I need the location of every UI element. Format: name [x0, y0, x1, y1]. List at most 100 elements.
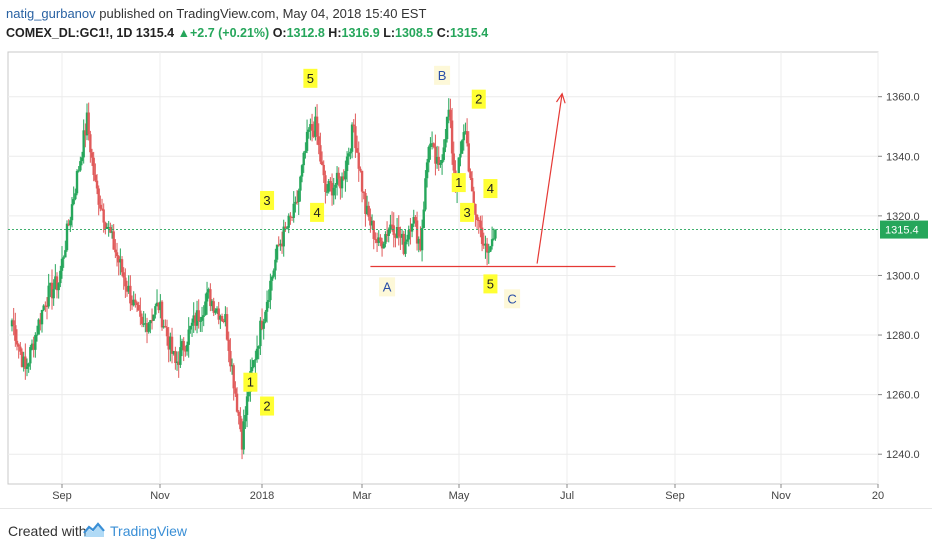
candle-body [142, 323, 145, 325]
candle-body [134, 299, 137, 303]
candle-body [144, 323, 147, 325]
candle-body [294, 201, 297, 204]
candle-body [389, 224, 392, 230]
candle-body [230, 365, 234, 367]
candle-body [109, 226, 112, 233]
candle-body [347, 153, 350, 157]
candle-body [55, 276, 59, 291]
high-value: 1316.9 [341, 26, 380, 40]
candle-body [284, 226, 287, 228]
candle-body [197, 310, 200, 322]
candle-body [307, 129, 310, 132]
candle-body [287, 215, 290, 228]
wave-label-bg [260, 190, 275, 210]
candle-body [402, 233, 405, 254]
candle-body [32, 343, 35, 350]
tradingview-brand[interactable]: TradingView [110, 523, 188, 539]
candle-body [447, 109, 450, 117]
candle-body [335, 172, 339, 185]
candle-body [35, 334, 39, 336]
candle-body [167, 336, 170, 350]
candle-body [334, 184, 337, 188]
created-with-text: Created with [8, 523, 87, 539]
author-link[interactable]: natig_gurbanov [6, 6, 96, 21]
candle-body [300, 165, 304, 177]
candle-body [310, 124, 314, 131]
candle-body [97, 188, 100, 205]
candle-body [332, 187, 335, 196]
low-value: 1308.5 [395, 26, 434, 40]
candle-body [444, 139, 447, 148]
candle-body [57, 283, 60, 291]
candle-body [379, 237, 382, 242]
candle-body [399, 236, 402, 238]
candle-body [387, 229, 390, 236]
wave-label: 3 [463, 205, 470, 220]
candle-body [305, 131, 309, 151]
candle-body [302, 152, 305, 166]
candle-body [330, 182, 334, 196]
candle-body [245, 396, 249, 415]
candle-body [462, 132, 465, 141]
candle-body [25, 366, 29, 369]
candle-body [239, 415, 242, 430]
candle-body [225, 314, 229, 340]
y-tick-label: 1340.0 [886, 151, 920, 163]
candle-body [209, 289, 212, 307]
candle-body [320, 161, 324, 165]
plot-area[interactable] [7, 51, 879, 485]
candle-body [269, 280, 272, 301]
candle-body [274, 259, 277, 271]
candle-body [120, 259, 124, 273]
x-tick-label: 20 [872, 490, 884, 502]
candle-body [125, 286, 129, 292]
candle-body [102, 209, 105, 223]
candle-body [135, 302, 139, 306]
x-tick-label: Sep [665, 490, 685, 502]
candle-body [487, 251, 490, 253]
x-tick-label: Nov [150, 490, 170, 502]
candle-body [430, 143, 434, 145]
candle-body [405, 239, 409, 242]
candle-body [420, 228, 424, 251]
letter-label: A [383, 279, 392, 294]
wave-label: 3 [263, 193, 270, 208]
candle-body [407, 230, 410, 240]
candle-body [315, 116, 319, 137]
candle-body [319, 145, 322, 162]
candle-body [259, 320, 262, 347]
price-chart[interactable]: Sep Nov 2018 Mar May Jul Sep Nov 20 1240.0 1260.0 1… [0, 48, 932, 506]
candle-body [75, 171, 79, 194]
published-text: published on TradingView.com, May 04, 20… [99, 6, 427, 21]
candle-body [362, 191, 365, 193]
candle-body [442, 147, 445, 160]
high-label: H: [328, 26, 342, 40]
projection-arrow [536, 93, 563, 264]
last-price-badge [880, 220, 928, 239]
candle-body [140, 316, 144, 324]
candle-body [465, 131, 469, 144]
candle-body [327, 181, 330, 192]
candle-body [377, 237, 380, 243]
last-price: 1315.4 [135, 26, 175, 40]
candle-body [220, 315, 224, 321]
candle-body [349, 151, 352, 154]
candle-body [272, 270, 275, 277]
candle-body [82, 130, 85, 158]
footer: Created with TradingView [0, 508, 932, 551]
candle-body [304, 150, 307, 153]
candle-body [69, 220, 72, 226]
candle-body [212, 301, 215, 313]
candle-body [15, 340, 19, 345]
candle-body [110, 231, 114, 233]
candle-body [369, 216, 372, 226]
candle-body [425, 162, 429, 179]
candle-body [340, 176, 344, 189]
candle-body [64, 250, 67, 258]
candle-body [145, 323, 149, 332]
candle-body [279, 243, 282, 246]
candle-body [309, 124, 312, 130]
candle-body [489, 246, 492, 252]
y-tick-label: 1300.0 [886, 270, 920, 282]
y-tick-label: 1260.0 [886, 390, 920, 402]
